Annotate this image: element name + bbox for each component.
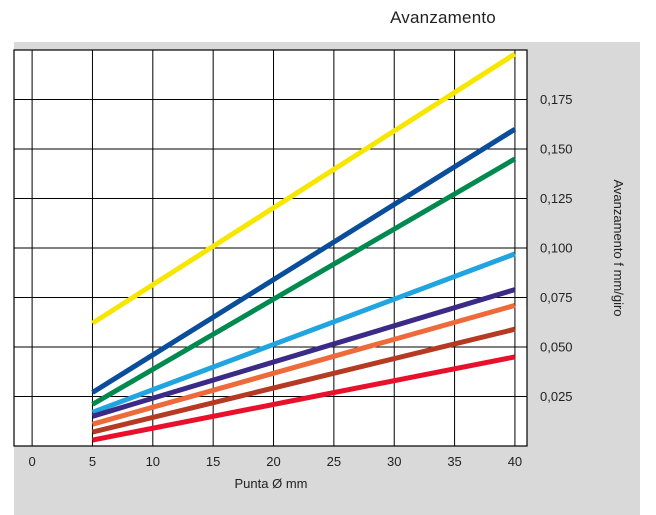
series-lines bbox=[91, 51, 517, 443]
x-tick-label: 10 bbox=[146, 454, 160, 469]
y-axis-label: Avanzamento f mm/giro bbox=[611, 179, 626, 316]
series-line-7 bbox=[91, 326, 516, 435]
chart-title-text: Avanzamento bbox=[390, 8, 496, 27]
y-tick-label: 0,150 bbox=[540, 142, 573, 157]
plot-border bbox=[13, 49, 528, 447]
x-tick-label: 25 bbox=[327, 454, 341, 469]
series-line-5 bbox=[91, 287, 516, 419]
y-tick-label: 0,175 bbox=[540, 92, 573, 107]
series-line-2 bbox=[91, 127, 517, 395]
y-tick-label: 0,100 bbox=[540, 241, 573, 256]
x-tick-label: 20 bbox=[266, 454, 280, 469]
x-tick-label: 15 bbox=[206, 454, 220, 469]
plot-frame bbox=[13, 49, 528, 447]
x-tick-label: 30 bbox=[387, 454, 401, 469]
y-tick-label: 0,025 bbox=[540, 389, 573, 404]
x-tick-label: 40 bbox=[508, 454, 522, 469]
x-tick-label: 35 bbox=[447, 454, 461, 469]
y-tick-labels: 0,025 0,050 0,075 0,100 0,125 0,150 0,175 bbox=[540, 92, 573, 404]
series-line-4 bbox=[91, 251, 516, 415]
chart-title: Avanzamento bbox=[0, 8, 656, 28]
series-line-1 bbox=[91, 51, 517, 326]
series-line-3 bbox=[91, 156, 517, 407]
y-tick-label: 0,125 bbox=[540, 191, 573, 206]
x-axis-label: Punta Ø mm bbox=[235, 476, 308, 491]
y-tick-label: 0,075 bbox=[540, 290, 573, 305]
x-tick-label: 5 bbox=[89, 454, 96, 469]
x-tick-labels: 0 5 10 15 20 25 30 35 40 bbox=[28, 454, 522, 469]
y-tick-label: 0,050 bbox=[540, 340, 573, 355]
series-line-8 bbox=[92, 354, 516, 443]
series-line-6 bbox=[91, 302, 516, 427]
x-tick-label: 0 bbox=[28, 454, 35, 469]
